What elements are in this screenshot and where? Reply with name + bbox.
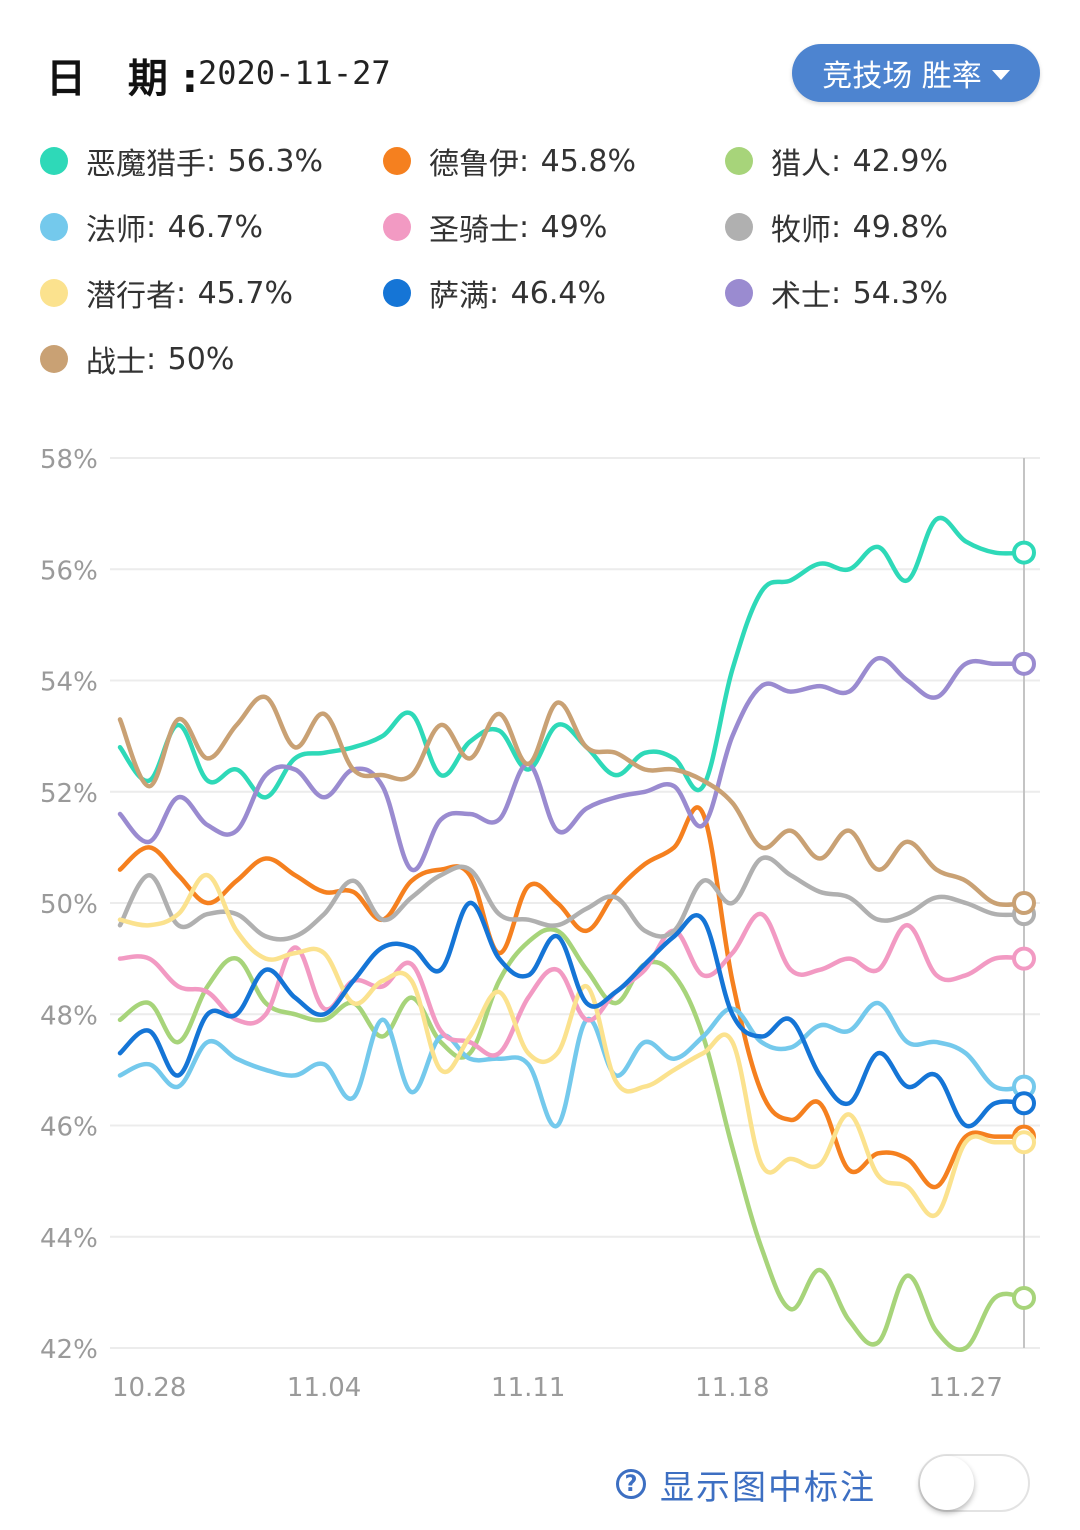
y-tick-label: 48%	[40, 1001, 98, 1031]
series-line[interactable]	[117, 855, 1027, 942]
legend-item[interactable]: 术士: 54.3%	[725, 268, 948, 318]
legend-value: 45.7%	[197, 275, 293, 311]
legend-dot-icon	[383, 147, 411, 175]
y-tick-label: 50%	[40, 890, 98, 920]
legend-name: 法师	[86, 213, 146, 248]
x-tick-label: 11.11	[491, 1373, 565, 1403]
legend-name: 潜行者	[86, 279, 176, 314]
legend-name: 牧师	[771, 213, 831, 248]
legend-item[interactable]: 法师: 46.7%	[40, 202, 263, 252]
legend-item[interactable]: 德鲁伊: 45.8%	[383, 136, 636, 186]
legend-name: 恶魔猎手	[86, 147, 206, 182]
series-line[interactable]	[117, 911, 1027, 1058]
annotation-toggle-row: ? 显示图中标注	[616, 1452, 876, 1516]
legend-value: 46.4%	[510, 275, 606, 311]
series-line[interactable]	[117, 900, 1027, 1129]
series-line[interactable]	[117, 1000, 1027, 1129]
legend-dot-icon	[725, 147, 753, 175]
series-end-point[interactable]	[1012, 1130, 1036, 1155]
show-annotations-toggle[interactable]	[918, 1454, 1030, 1512]
series-line[interactable]	[117, 872, 1027, 1219]
toggle-knob[interactable]	[920, 1456, 974, 1510]
mode-dropdown-button[interactable]: 竞技场 胜率	[792, 44, 1040, 102]
legend-dot-icon	[383, 213, 411, 241]
legend-dot-icon	[40, 279, 68, 307]
series-end-point[interactable]	[1012, 651, 1036, 676]
y-tick-label: 52%	[40, 779, 98, 809]
x-tick-label: 11.04	[287, 1373, 361, 1403]
legend-value: 54.3%	[852, 275, 948, 311]
legend-value: 56.3%	[227, 143, 323, 179]
series-end-point[interactable]	[1012, 891, 1036, 915]
show-annotations-label: 显示图中标注	[660, 1467, 876, 1508]
legend-value: 45.8%	[540, 143, 636, 179]
series-line[interactable]	[117, 515, 1027, 800]
legend-item[interactable]: 圣骑士: 49%	[383, 202, 607, 252]
caret-down-icon	[991, 70, 1010, 80]
legend-value: 50%	[167, 341, 235, 377]
legend-item[interactable]: 潜行者: 45.7%	[40, 268, 293, 318]
legend-name: 术士	[771, 279, 831, 314]
legend-value: 49%	[540, 209, 608, 245]
legend-dot-icon	[725, 279, 753, 307]
legend-dot-icon	[40, 213, 68, 241]
y-tick-label: 54%	[40, 668, 98, 698]
legend-item[interactable]: 牧师: 49.8%	[725, 202, 948, 252]
legend-item[interactable]: 萨满: 46.4%	[383, 268, 606, 318]
y-tick-label: 46%	[40, 1113, 98, 1143]
y-tick-label: 58%	[40, 445, 98, 475]
series-end-point[interactable]	[1012, 540, 1036, 565]
legend-dot-icon	[725, 213, 753, 241]
legend-dot-icon	[40, 345, 68, 373]
legend-item[interactable]: 恶魔猎手: 56.3%	[40, 136, 323, 186]
series-line[interactable]	[117, 805, 1027, 1190]
line-chart[interactable]: 58% 56% 54% 52% 50% 48% 46% 44% 42% 10.28 11.04 11.…	[0, 420, 1080, 1420]
x-tick-label: 10.28	[112, 1373, 186, 1403]
legend-name: 萨满	[429, 279, 489, 314]
legend-value: 46.7%	[167, 209, 263, 245]
mode-button-label: 竞技场 胜率	[822, 59, 982, 94]
legend-value: 42.9%	[852, 143, 948, 179]
question-help-icon[interactable]: ?	[616, 1469, 646, 1499]
series-line[interactable]	[117, 926, 1027, 1352]
legend-dot-icon	[40, 147, 68, 175]
y-tick-label: 56%	[40, 556, 98, 586]
legend-name: 战士	[86, 345, 146, 380]
series-end-point[interactable]	[1012, 1091, 1036, 1116]
legend-name: 猎人	[771, 147, 831, 182]
legend-name: 圣骑士	[429, 213, 519, 248]
legend-value: 49.8%	[852, 209, 948, 245]
series-line[interactable]	[117, 656, 1027, 873]
date-value: 2020-11-27	[198, 54, 391, 92]
legend-item[interactable]: 战士: 50%	[40, 334, 234, 384]
y-tick-label: 44%	[40, 1224, 98, 1254]
legend-dot-icon	[383, 279, 411, 307]
legend-item[interactable]: 猎人: 42.9%	[725, 136, 948, 186]
header: 日 期: 2020-11-27 竞技场 胜率	[0, 0, 1080, 120]
x-tick-label: 11.27	[928, 1373, 1002, 1403]
y-tick-label: 42%	[40, 1335, 98, 1365]
series-line[interactable]	[117, 694, 1027, 908]
series-end-point[interactable]	[1012, 946, 1036, 971]
date-label: 日 期:	[46, 56, 212, 102]
x-tick-label: 11.18	[695, 1373, 769, 1403]
chart-area[interactable]: 58% 56% 54% 52% 50% 48% 46% 44% 42% 10.28 11.04 11.…	[0, 420, 1080, 1420]
series-end-point[interactable]	[1012, 1285, 1036, 1310]
legend-name: 德鲁伊	[429, 147, 519, 182]
